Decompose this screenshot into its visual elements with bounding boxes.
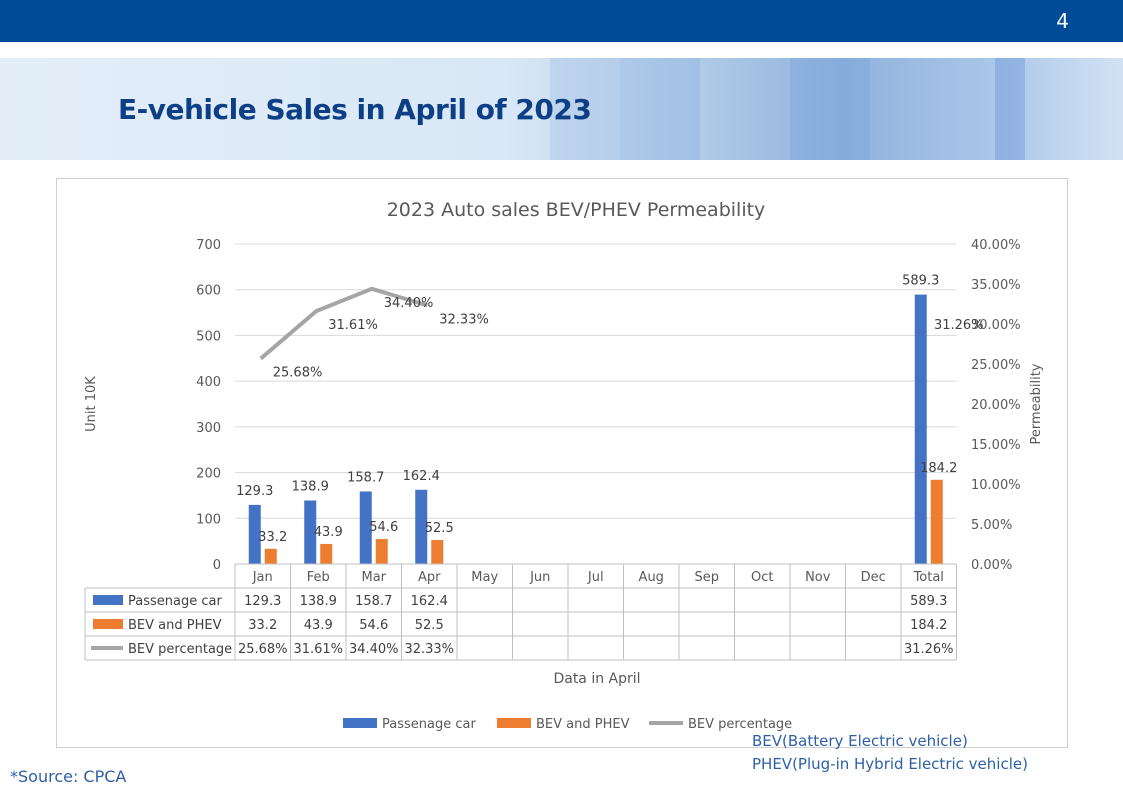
x-tick-label: Aug <box>639 570 664 585</box>
bar-label-bev-phev: 52.5 <box>425 521 454 536</box>
bar-label-bev-phev: 33.2 <box>258 530 287 545</box>
banner-decoration <box>790 58 870 160</box>
line-label-bev-percentage: 31.26% <box>934 318 984 333</box>
table-cell: 162.4 <box>411 594 448 609</box>
line-label-bev-percentage: 32.33% <box>439 312 489 327</box>
table-cell: 31.61% <box>293 642 343 657</box>
bar-passenger-car <box>914 294 927 564</box>
x-tick-label: Apr <box>418 570 441 585</box>
y-tick-label: 100 <box>196 512 221 527</box>
title-banner <box>0 58 1123 160</box>
y2-tick-label: 20.00% <box>971 398 1021 413</box>
bar-label-passenger-car: 589.3 <box>902 274 939 289</box>
banner-decoration <box>620 58 700 160</box>
line-bev-percentage <box>259 286 428 361</box>
table-cell: 138.9 <box>300 594 337 609</box>
x-axis-title: Data in April <box>553 671 640 687</box>
x-tick-label: Dec <box>861 570 886 585</box>
legend-key <box>343 718 377 728</box>
x-tick-label: Oct <box>751 570 773 585</box>
table-cell: 184.2 <box>910 618 947 633</box>
y-tick-label: 200 <box>196 467 221 482</box>
line-label-bev-percentage: 34.40% <box>384 296 434 311</box>
table-cell: 43.9 <box>304 618 333 633</box>
bar-passenger-car <box>359 491 372 564</box>
bar-label-passenger-car: 138.9 <box>292 480 329 495</box>
line-label-bev-percentage: 31.61% <box>328 318 378 333</box>
bar-passenger-car <box>415 489 428 564</box>
bar-passenger-car <box>304 500 317 564</box>
table-series-name: Passenage car <box>128 594 222 609</box>
y2-tick-label: 25.00% <box>971 358 1021 373</box>
bev-definition-note: BEV(Battery Electric vehicle) <box>752 732 968 750</box>
table-cell: 54.6 <box>359 618 388 633</box>
legend-label: BEV percentage <box>688 717 792 732</box>
table-cell: 32.33% <box>404 642 454 657</box>
y2-tick-label: 35.00% <box>971 278 1021 293</box>
bar-label-bev-phev: 184.2 <box>920 461 957 476</box>
bar-bev-phev <box>375 539 388 564</box>
y-tick-label: 300 <box>196 421 221 436</box>
x-tick-label: Total <box>913 570 944 585</box>
slide-title: E-vehicle Sales in April of 2023 <box>118 93 592 126</box>
sales-chart: 2023 Auto sales BEV/PHEV Permeability 0 10… <box>84 199 1044 732</box>
y-axis-title: Unit 10K <box>84 376 99 432</box>
phev-definition-note: PHEV(Plug-in Hybrid Electric vehicle) <box>752 755 1028 773</box>
y2-tick-label: 0.00% <box>971 558 1012 573</box>
x-tick-label: Mar <box>361 570 386 585</box>
y2-tick-label: 40.00% <box>971 238 1021 253</box>
table-cell: 52.5 <box>415 618 444 633</box>
x-tick-label: Jun <box>529 570 550 585</box>
table-cell: 34.40% <box>349 642 399 657</box>
table-cell: 25.68% <box>238 642 288 657</box>
legend-key <box>497 718 531 728</box>
legend-label: BEV and PHEV <box>536 717 630 732</box>
source-note: *Source: CPCA <box>10 767 127 786</box>
banner-decoration <box>995 58 1025 160</box>
bar-bev-phev <box>264 548 277 564</box>
y2-tick-label: 10.00% <box>971 478 1021 493</box>
table-cell: 158.7 <box>355 594 392 609</box>
bar-label-passenger-car: 162.4 <box>403 469 440 484</box>
bar-bev-phev <box>930 479 943 564</box>
bar-passenger-car <box>248 504 261 564</box>
bar-label-passenger-car: 158.7 <box>347 470 384 485</box>
y-tick-label: 400 <box>196 375 221 390</box>
bar-label-bev-phev: 54.6 <box>369 520 398 535</box>
bar-label-bev-phev: 43.9 <box>314 525 343 540</box>
bar-label-passenger-car: 129.3 <box>236 484 273 499</box>
x-tick-label: Nov <box>805 570 831 585</box>
x-tick-label: Jul <box>587 570 604 585</box>
line-label-bev-percentage: 25.68% <box>273 366 323 381</box>
header-bar: 4 <box>0 0 1123 42</box>
y-tick-label: 0 <box>213 558 221 573</box>
page-number: 4 <box>1056 9 1069 33</box>
y2-tick-label: 5.00% <box>971 518 1012 533</box>
table-legend-key <box>93 595 123 605</box>
y-tick-label: 700 <box>196 238 221 253</box>
banner-decoration <box>550 58 620 160</box>
x-tick-label: Feb <box>307 570 330 585</box>
legend-label: Passenage car <box>382 717 476 732</box>
y2-tick-label: 30.00% <box>971 318 1021 333</box>
x-tick-label: Sep <box>694 570 719 585</box>
bar-bev-phev <box>320 543 333 564</box>
table-series-name: BEV percentage <box>128 642 232 657</box>
chart-title: 2023 Auto sales BEV/PHEV Permeability <box>387 199 766 221</box>
table-cell: 129.3 <box>244 594 281 609</box>
chart-frame: 2023 Auto sales BEV/PHEV Permeability 0 10… <box>56 178 1068 748</box>
table-cell: 31.26% <box>904 642 954 657</box>
table-series-name: BEV and PHEV <box>128 618 222 633</box>
y-tick-label: 500 <box>196 329 221 344</box>
bar-bev-phev <box>431 540 444 564</box>
y2-tick-label: 15.00% <box>971 438 1021 453</box>
y2-axis-title: Permeability <box>1029 363 1044 444</box>
y-tick-label: 600 <box>196 284 221 299</box>
table-legend-key <box>93 619 123 629</box>
x-tick-label: Jan <box>252 570 273 585</box>
x-tick-label: May <box>471 570 498 585</box>
table-cell: 589.3 <box>910 594 947 609</box>
table-cell: 33.2 <box>248 618 277 633</box>
